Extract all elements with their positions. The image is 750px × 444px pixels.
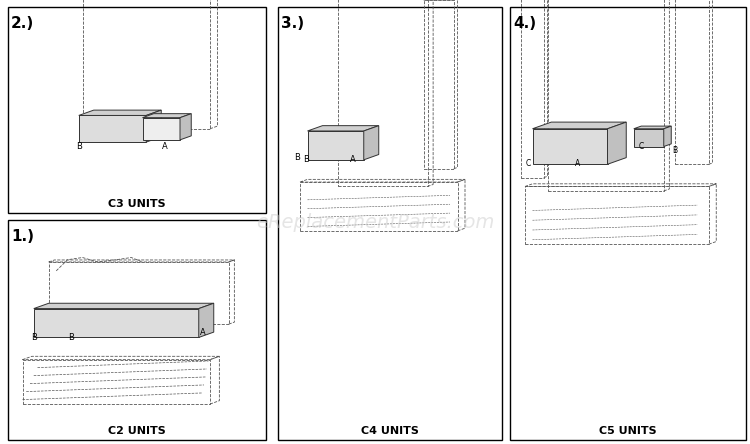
Text: 2.): 2.) — [11, 16, 34, 31]
Polygon shape — [142, 114, 191, 118]
Text: B: B — [68, 333, 74, 342]
Polygon shape — [142, 118, 180, 140]
Text: B: B — [673, 146, 677, 155]
Polygon shape — [364, 126, 379, 160]
Polygon shape — [532, 129, 608, 164]
Text: B: B — [76, 142, 82, 151]
Text: C: C — [638, 142, 644, 151]
Text: C3 UNITS: C3 UNITS — [108, 198, 166, 209]
Bar — [510, 7, 746, 440]
Polygon shape — [532, 122, 626, 129]
Text: eReplacementParts.com: eReplacementParts.com — [256, 213, 494, 231]
Text: C: C — [526, 159, 531, 169]
Bar — [278, 7, 502, 440]
Polygon shape — [146, 110, 161, 142]
Text: A: A — [350, 155, 355, 164]
Bar — [8, 7, 266, 213]
Text: C2 UNITS: C2 UNITS — [108, 426, 166, 436]
Polygon shape — [308, 131, 364, 160]
Polygon shape — [608, 122, 626, 164]
Polygon shape — [79, 115, 146, 142]
Bar — [8, 220, 266, 440]
Polygon shape — [308, 126, 379, 131]
Polygon shape — [199, 303, 214, 337]
Polygon shape — [34, 309, 199, 337]
Polygon shape — [664, 126, 671, 147]
Text: C5 UNITS: C5 UNITS — [599, 426, 657, 436]
Text: B: B — [294, 153, 300, 162]
Text: A: A — [574, 159, 580, 169]
Text: B: B — [31, 333, 37, 342]
Text: 3.): 3.) — [281, 16, 304, 31]
Text: C4 UNITS: C4 UNITS — [361, 426, 419, 436]
Text: A: A — [200, 328, 206, 337]
Polygon shape — [34, 303, 214, 309]
Polygon shape — [634, 129, 664, 147]
Text: 4.): 4.) — [514, 16, 537, 31]
Polygon shape — [634, 126, 671, 129]
Polygon shape — [180, 114, 191, 140]
Text: A: A — [162, 142, 168, 151]
Text: 1.): 1.) — [11, 229, 34, 244]
Text: B: B — [303, 155, 309, 164]
Polygon shape — [79, 110, 161, 115]
